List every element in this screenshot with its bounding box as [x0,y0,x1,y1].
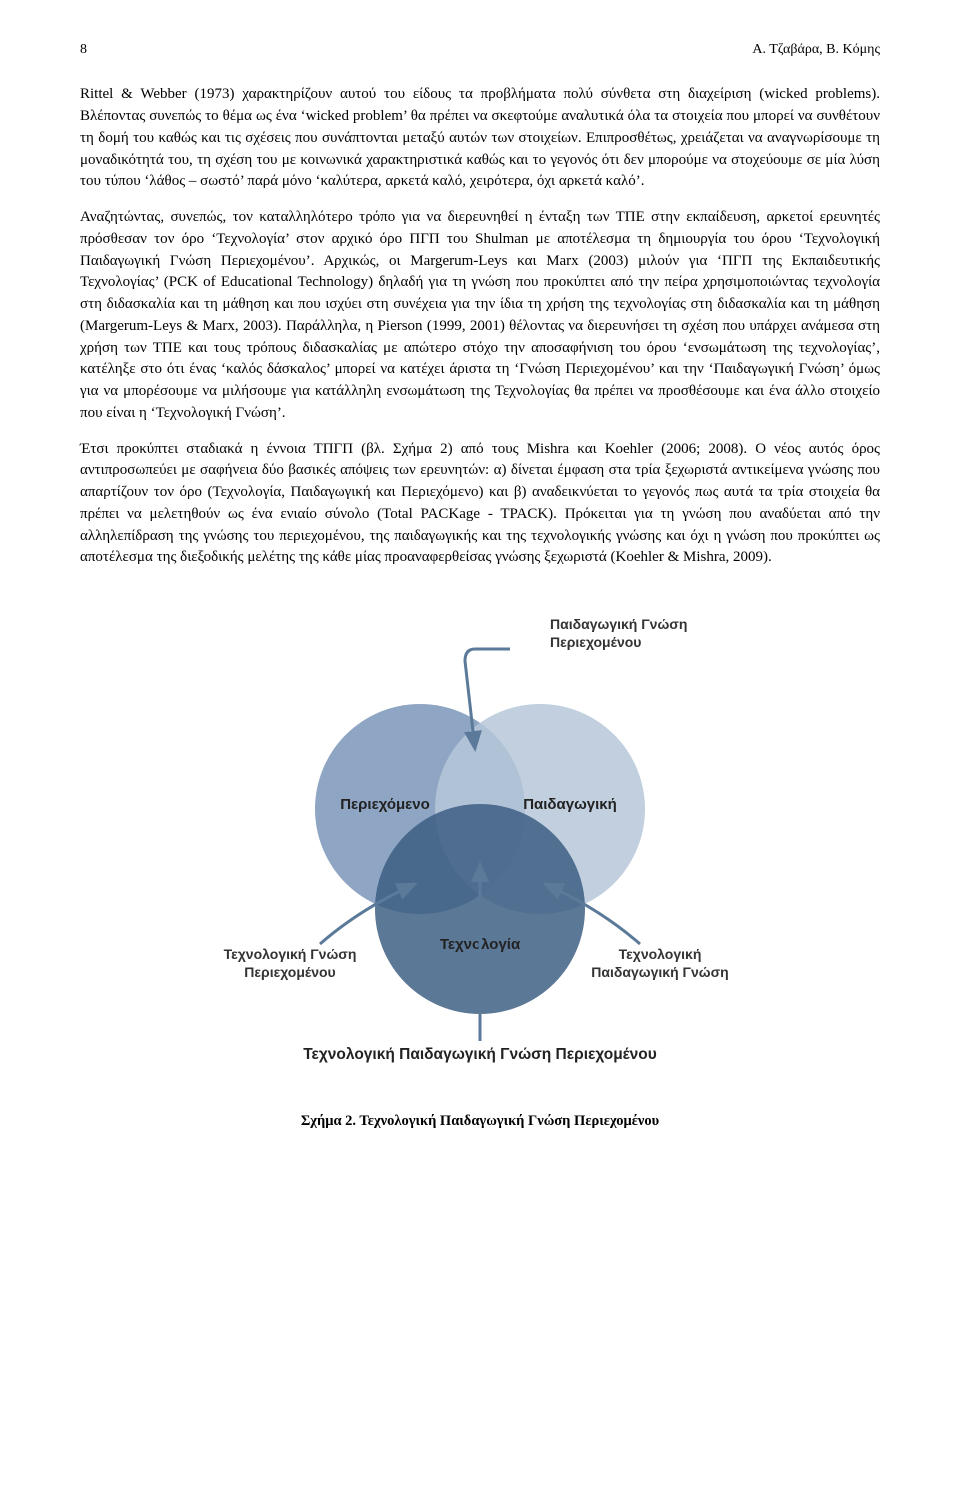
paragraph-3: Έτσι προκύπτει σταδιακά η έννοια ΤΠΓΠ (β… [80,439,880,570]
label-left-line1: Τεχνολογική Γνώση [224,946,357,962]
label-left-line2: Περιεχομένου [244,964,335,980]
label-right-line2: Παιδαγωγική Γνώση [591,964,728,980]
page-header: 8 Α. Τζαβάρα, Β. Κόμης [80,40,880,60]
paragraph-2: Αναζητώντας, συνεπώς, τον καταλληλότερο … [80,207,880,425]
label-top-line1: Παιδαγωγική Γνώση [550,616,687,632]
label-pedagogy: Παιδαγωγική [523,796,617,813]
paragraph-1: Rittel & Webber (1973) χαρακτηρίζουν αυτ… [80,84,880,193]
page-number: 8 [80,40,87,60]
figure-caption: Σχήμα 2. Τεχνολογική Παιδαγωγική Γνώση Π… [80,1111,880,1132]
label-bottom: Τεχνολογική Παιδαγωγική Γνώση Περιεχομέν… [303,1046,657,1063]
label-top-line2: Περιεχομένου [550,634,641,650]
tpack-venn-diagram: Περιεχόμενο Παιδαγωγική Τεχνολογία Παιδα… [210,589,750,1097]
label-content: Περιεχόμενο [340,796,430,813]
label-right-line1: Τεχνολογική [619,946,702,962]
header-authors: Α. Τζαβάρα, Β. Κόμης [752,40,880,60]
